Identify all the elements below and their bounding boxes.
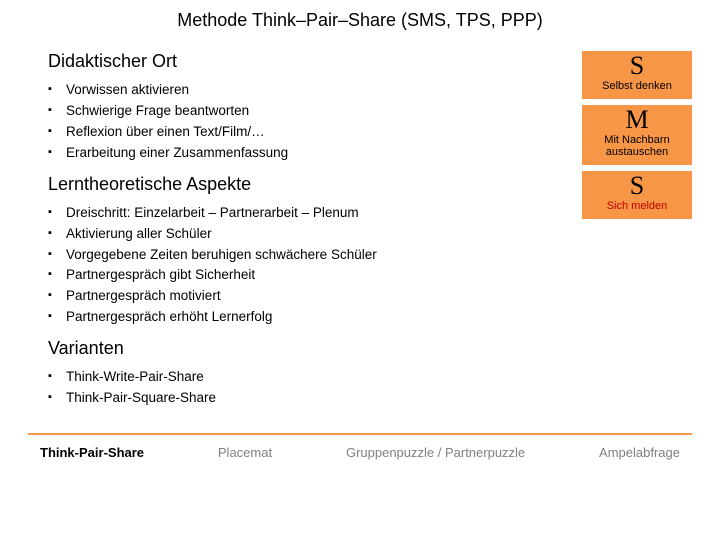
list-item: Dreischritt: Einzelarbeit – Partnerarbei… [48,203,582,224]
list-item: Vorwissen aktivieren [48,80,582,101]
footer-link-gruppenpuzzle[interactable]: Gruppenpuzzle / Partnerpuzzle [346,445,525,460]
box-m: M Mit Nachbarn austauschen [582,105,692,165]
list-item: Vorgegebene Zeiten beruhigen schwächere … [48,245,582,266]
slide: Methode Think–Pair–Share (SMS, TPS, PPP)… [0,0,720,540]
right-column: S Selbst denken M Mit Nachbarn austausch… [582,45,692,419]
box-letter: S [586,53,688,79]
list-lerntheoretische-aspekte: Dreischritt: Einzelarbeit – Partnerarbei… [48,203,582,329]
left-column: Didaktischer Ort Vorwissen aktivieren Sc… [48,45,582,419]
list-item: Think-Pair-Square-Share [48,388,582,409]
section-heading-lerntheoretische-aspekte: Lerntheoretische Aspekte [48,174,582,195]
section-heading-didaktischer-ort: Didaktischer Ort [48,51,582,72]
list-item: Think-Write-Pair-Share [48,367,582,388]
box-caption: Mit Nachbarn austauschen [586,134,688,159]
content-area: Didaktischer Ort Vorwissen aktivieren Sc… [0,45,720,419]
list-item: Partnergespräch motiviert [48,286,582,307]
list-item: Erarbeitung einer Zusammenfassung [48,143,582,164]
footer-link-placemat[interactable]: Placemat [218,445,272,460]
footer-link-ampelabfrage[interactable]: Ampelabfrage [599,445,680,460]
box-caption: Selbst denken [586,80,688,93]
list-item: Partnergespräch gibt Sicherheit [48,265,582,286]
list-varianten: Think-Write-Pair-Share Think-Pair-Square… [48,367,582,409]
list-item: Aktivierung aller Schüler [48,224,582,245]
slide-title: Methode Think–Pair–Share (SMS, TPS, PPP) [0,10,720,31]
box-s2: S Sich melden [582,171,692,219]
list-didaktischer-ort: Vorwissen aktivieren Schwierige Frage be… [48,80,582,164]
footer-link-think-pair-share[interactable]: Think-Pair-Share [40,445,144,460]
box-s1: S Selbst denken [582,51,692,99]
section-heading-varianten: Varianten [48,338,582,359]
box-caption: Sich melden [586,200,688,213]
list-item: Partnergespräch erhöht Lernerfolg [48,307,582,328]
list-item: Schwierige Frage beantworten [48,101,582,122]
footer-nav: Think-Pair-Share Placemat Gruppenpuzzle … [0,435,720,460]
box-letter: M [586,107,688,133]
list-item: Reflexion über einen Text/Film/… [48,122,582,143]
box-letter: S [586,173,688,199]
